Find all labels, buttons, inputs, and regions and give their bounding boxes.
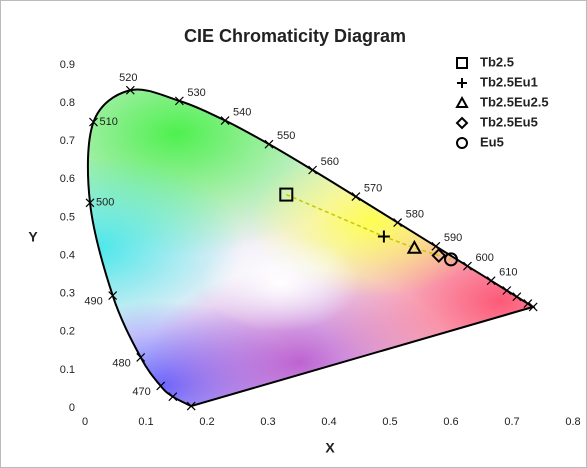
locus-marker	[186, 401, 196, 411]
wavelength-label: 500	[96, 197, 114, 209]
locus-marker	[486, 276, 496, 286]
y-tick-label: 0.9	[60, 59, 75, 71]
y-tick-label: 0.5	[60, 211, 75, 223]
x-tick-label: 0.3	[260, 416, 275, 428]
wavelength-label: 490	[84, 295, 102, 307]
gamut-tint	[200, 232, 360, 332]
y-tick-label: 0.6	[60, 173, 75, 185]
wavelength-label: 610	[499, 267, 517, 279]
x-tick-label: 0	[82, 416, 88, 428]
wavelength-label: 530	[187, 87, 205, 99]
wavelength-label: 520	[119, 72, 137, 84]
locus-marker	[89, 117, 98, 127]
x-tick-label: 0.2	[199, 416, 214, 428]
marker-plus	[457, 78, 467, 88]
y-tick-label: 0.2	[60, 326, 75, 338]
marker-triangle	[406, 239, 423, 254]
x-tick-label: 0.4	[321, 416, 336, 428]
marker-circle	[444, 252, 458, 267]
x-tick-label: 0.8	[565, 416, 580, 428]
x-tick-label: 0.7	[504, 416, 519, 428]
locus-marker	[393, 218, 403, 227]
locus-marker	[108, 291, 118, 300]
locus-marker	[351, 192, 361, 202]
marker-square	[456, 57, 468, 69]
wavelength-label: 580	[406, 208, 424, 220]
y-tick-label: 0.7	[60, 135, 75, 147]
locus-marker	[174, 96, 184, 106]
legend-label: Tb2.5	[480, 54, 514, 69]
locus-marker	[463, 261, 472, 271]
y-axis-label: Y	[28, 229, 38, 245]
marker-triangle	[455, 95, 469, 108]
locus-marker	[308, 165, 318, 175]
spectral-locus	[86, 88, 536, 408]
locus-marker	[523, 299, 533, 309]
wavelength-label: 560	[321, 156, 339, 168]
locus-marker	[512, 292, 522, 302]
wavelength-label: 540	[233, 106, 251, 118]
y-tick-label: 0.1	[60, 364, 75, 376]
x-tick-label: 0.1	[138, 416, 153, 428]
legend-label: Tb2.5Eu2.5	[480, 94, 549, 109]
legend-label: Eu5	[480, 134, 504, 149]
marker-plus	[377, 230, 390, 243]
y-tick-label: 0.8	[60, 97, 75, 109]
locus-marker	[220, 116, 230, 125]
wavelength-label: 600	[475, 252, 493, 264]
locus-marker	[85, 198, 95, 208]
marker-circle	[456, 137, 468, 149]
y-tick-label: 0.3	[60, 288, 75, 300]
x-tick-label: 0.5	[382, 416, 397, 428]
wavelength-label: 590	[444, 232, 462, 244]
x-axis-label: X	[325, 440, 335, 456]
wavelength-label: 480	[112, 357, 130, 369]
locus-marker	[528, 302, 538, 312]
locus-marker	[156, 381, 166, 391]
chart-title: CIE Chromaticity Diagram	[184, 26, 406, 46]
y-tick-label: 0	[69, 402, 75, 414]
locus-marker	[125, 85, 135, 95]
x-tick-label: 0.6	[443, 416, 458, 428]
locus-marker	[136, 353, 146, 362]
legend-label: Tb2.5Eu1	[480, 74, 538, 89]
legend-label: Tb2.5Eu5	[480, 114, 538, 129]
wavelength-label: 470	[132, 386, 150, 398]
y-tick-label: 0.4	[60, 249, 75, 261]
wavelength-label: 550	[277, 130, 295, 142]
wavelength-label: 510	[99, 116, 117, 128]
marker-diamond	[431, 248, 447, 263]
wavelength-label: 570	[364, 183, 382, 195]
locus-marker	[502, 286, 512, 295]
marker-square	[279, 187, 294, 202]
locus-marker	[264, 139, 274, 149]
marker-diamond	[455, 116, 469, 130]
locus-marker	[168, 392, 178, 402]
